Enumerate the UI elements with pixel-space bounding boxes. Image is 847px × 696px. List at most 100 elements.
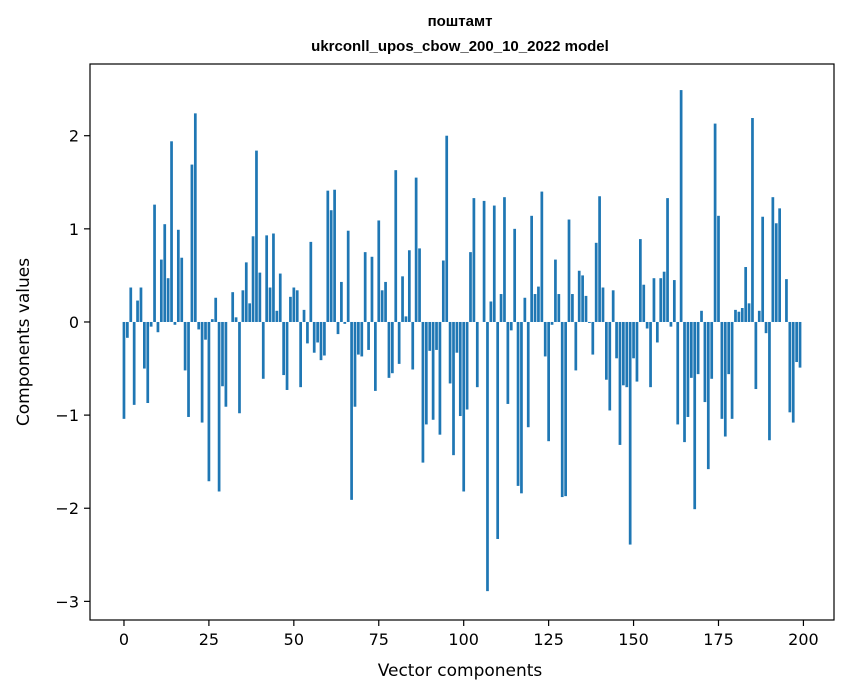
bar-195 xyxy=(785,279,788,322)
bar-115 xyxy=(513,228,517,322)
bar-34 xyxy=(238,321,241,414)
bar-147 xyxy=(622,321,625,386)
bar-193 xyxy=(778,208,781,322)
bar-45 xyxy=(275,310,279,322)
bar-48 xyxy=(285,321,289,390)
bar-82 xyxy=(401,276,404,322)
bar-97 xyxy=(452,321,455,456)
bar-167 xyxy=(689,321,693,378)
bar-197 xyxy=(791,321,795,423)
bar-75 xyxy=(377,220,381,322)
bar-196 xyxy=(788,321,792,413)
bar-76 xyxy=(380,290,384,322)
bar-56 xyxy=(312,321,316,353)
bar-59 xyxy=(323,321,326,356)
bar-29 xyxy=(221,321,224,387)
bar-149 xyxy=(628,321,632,545)
bar-10 xyxy=(156,321,160,333)
x-tick-label-75: 75 xyxy=(369,630,389,649)
bar-106 xyxy=(482,200,486,322)
bar-69 xyxy=(357,321,360,355)
bar-128 xyxy=(557,294,561,322)
bar-145 xyxy=(615,321,618,359)
bar-148 xyxy=(625,321,629,388)
bar-100 xyxy=(462,321,466,492)
bar-68 xyxy=(353,321,357,407)
bar-169 xyxy=(696,321,700,375)
bar-92 xyxy=(435,321,438,350)
bar-98 xyxy=(455,321,459,353)
bar-151 xyxy=(635,321,639,382)
bar-130 xyxy=(564,321,567,497)
bar-155 xyxy=(649,321,652,388)
bar-132 xyxy=(571,294,574,322)
bar-138 xyxy=(591,321,595,355)
x-axis-label: Vector components xyxy=(378,661,543,681)
bar-126 xyxy=(550,321,554,325)
bar-12 xyxy=(163,224,167,322)
bar-83 xyxy=(404,316,408,322)
bar-121 xyxy=(533,294,537,322)
bar-114 xyxy=(509,321,513,331)
bar-35 xyxy=(241,290,245,322)
bar-24 xyxy=(204,321,207,340)
bar-123 xyxy=(540,191,544,322)
bar-191 xyxy=(771,197,775,322)
bar-63 xyxy=(336,321,340,335)
bar-136 xyxy=(584,295,588,322)
bar-85 xyxy=(411,321,415,370)
x-axis-ticks: 0 25 50 75 100 125 150 175 200 xyxy=(119,620,819,649)
bar-129 xyxy=(560,321,564,498)
bar-153 xyxy=(642,284,646,322)
bar-110 xyxy=(496,321,500,539)
bar-171 xyxy=(703,321,707,403)
y-tick-label--1: −1 xyxy=(55,406,79,425)
bar-102 xyxy=(469,252,472,322)
chart-subtitle: ukrconll_upos_cbow_200_10_2022 model xyxy=(311,38,609,55)
bar-175 xyxy=(717,215,720,322)
bar-96 xyxy=(448,321,452,384)
bar-112 xyxy=(503,197,506,322)
bar-51 xyxy=(295,290,299,322)
plot-frame xyxy=(89,63,835,621)
bar-14 xyxy=(170,141,173,322)
bar-140 xyxy=(598,196,601,322)
bar-16 xyxy=(176,229,180,322)
bar-199 xyxy=(798,321,802,368)
bar-88 xyxy=(421,321,425,463)
bar-32 xyxy=(231,292,235,322)
bar-198 xyxy=(795,321,798,363)
bar-164 xyxy=(679,90,683,322)
bar-160 xyxy=(666,198,669,322)
bar-23 xyxy=(200,321,204,423)
bar-55 xyxy=(309,241,313,322)
bar-74 xyxy=(374,321,377,391)
x-tick-label-200: 200 xyxy=(788,630,819,649)
bar-38 xyxy=(251,236,255,322)
bar-158 xyxy=(659,278,663,322)
x-tick-label-25: 25 xyxy=(199,630,219,649)
bar-135 xyxy=(581,275,584,322)
bar-54 xyxy=(306,321,309,344)
bar-58 xyxy=(319,321,323,361)
bar-18 xyxy=(183,321,187,371)
bar-139 xyxy=(594,242,598,322)
bar-21 xyxy=(193,113,197,322)
bar-137 xyxy=(588,321,591,323)
bar-40 xyxy=(258,272,262,322)
bar-146 xyxy=(618,321,622,445)
bar-118 xyxy=(523,297,527,322)
bar-101 xyxy=(465,321,469,410)
bar-117 xyxy=(520,321,523,494)
bar-150 xyxy=(632,321,635,359)
bar-57 xyxy=(316,321,319,343)
bar-122 xyxy=(537,286,540,322)
bar-60 xyxy=(326,190,330,322)
bar-182 xyxy=(740,308,744,322)
bar-27 xyxy=(214,297,218,322)
bar-7 xyxy=(146,321,150,404)
bar-189 xyxy=(764,321,768,334)
bar-84 xyxy=(407,250,411,322)
bar-190 xyxy=(768,321,771,441)
bar-111 xyxy=(499,294,503,322)
